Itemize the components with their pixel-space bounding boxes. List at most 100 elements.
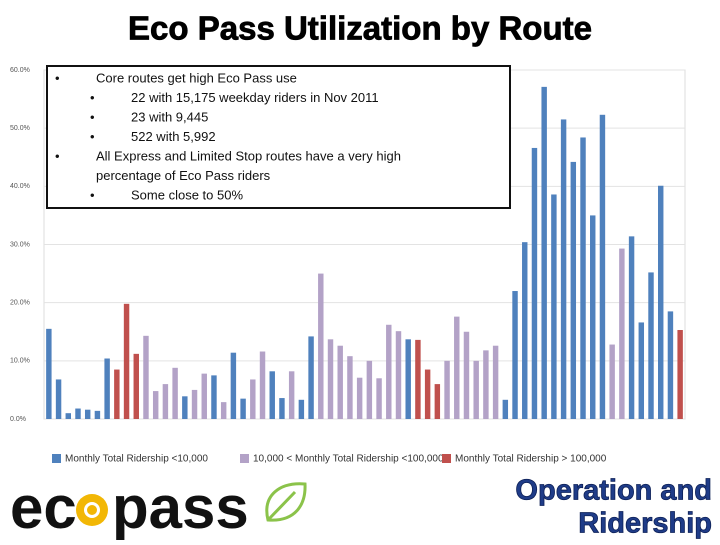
bar: [599, 114, 606, 419]
bar: [327, 339, 334, 419]
bar: [531, 147, 538, 419]
bar: [658, 185, 664, 419]
bar: [279, 398, 285, 419]
bar: [570, 161, 577, 420]
annotation-item: Some close to 50%: [131, 187, 243, 202]
bar: [628, 236, 635, 419]
legend-label: Monthly Total Ridership > 100,000: [455, 454, 607, 465]
bar: [259, 351, 266, 419]
bar: [492, 345, 499, 419]
bar: [560, 119, 567, 420]
bar: [454, 316, 460, 419]
leaf-icon: [265, 482, 307, 522]
bar: [55, 379, 62, 419]
footer-title: Ridership: [578, 508, 712, 540]
bar: [318, 273, 324, 419]
bar: [415, 339, 421, 419]
bar: [288, 371, 295, 419]
annotation-item: 23 with 9,445: [131, 109, 208, 124]
bar: [172, 367, 178, 419]
bar: [648, 272, 654, 419]
bar: [298, 399, 305, 419]
annotation-item: 522 with 5,992: [131, 129, 216, 144]
bar: [269, 371, 275, 419]
bar: [250, 379, 256, 419]
annotation-box: [46, 65, 511, 209]
bar: [46, 328, 52, 419]
bullet: •: [90, 109, 95, 124]
bar: [356, 377, 363, 419]
bar: [376, 378, 382, 419]
bar: [366, 360, 373, 419]
bar: [580, 137, 586, 419]
bar: [473, 360, 479, 419]
bar: [104, 358, 110, 419]
bar: [152, 391, 159, 419]
bar: [424, 369, 431, 419]
bar: [551, 194, 557, 419]
legend-swatch: [442, 454, 451, 463]
bar: [94, 410, 101, 419]
bar: [677, 330, 683, 419]
bar: [201, 373, 207, 419]
bar: [182, 396, 188, 419]
legend-label: Monthly Total Ridership <10,000: [65, 454, 208, 465]
bar: [434, 384, 441, 419]
bar: [395, 331, 402, 419]
y-tick-label: 40.0%: [10, 183, 30, 190]
legend-swatch: [240, 454, 249, 463]
bar: [191, 389, 198, 419]
bar: [667, 311, 674, 419]
bar: [590, 215, 596, 419]
bar: [240, 398, 246, 419]
bar: [308, 336, 314, 419]
bar: [444, 360, 450, 419]
y-tick-label: 50.0%: [10, 125, 30, 132]
bar: [522, 242, 528, 419]
bar: [220, 402, 227, 419]
slide-title: Eco Pass Utilization by Route: [128, 10, 592, 47]
sun-icon: [76, 494, 108, 526]
bar: [512, 291, 518, 419]
bar: [133, 353, 139, 419]
bar: [541, 86, 547, 419]
footer-title: Operation and: [515, 475, 712, 507]
y-tick-label: 20.0%: [10, 300, 30, 307]
bar: [84, 409, 91, 419]
logo-text: ec: [10, 474, 77, 540]
bar: [65, 413, 71, 419]
bar: [162, 384, 169, 419]
legend-label: 10,000 < Monthly Total Ridership <100,00…: [253, 454, 444, 465]
bar: [211, 375, 217, 419]
logo: ec pass: [10, 474, 307, 541]
bar: [483, 350, 489, 419]
bar: [386, 324, 392, 419]
bar: [114, 369, 120, 419]
bullet: •: [90, 129, 95, 144]
bar: [463, 331, 470, 419]
y-tick-label: 0.0%: [10, 416, 26, 423]
bar: [405, 339, 411, 419]
annotation-text: Core routes get high Eco Pass use: [96, 70, 297, 85]
bullet: •: [90, 187, 95, 202]
bar: [75, 408, 81, 419]
bar: [609, 344, 615, 419]
bullet: •: [55, 70, 60, 85]
bullet: •: [90, 90, 95, 105]
y-tick-label: 30.0%: [10, 241, 30, 248]
annotation-text: percentage of Eco Pass riders: [96, 168, 271, 183]
y-tick-label: 60.0%: [10, 67, 30, 74]
logo-text: pass: [112, 474, 249, 540]
annotation-text: All Express and Limited Stop routes have…: [96, 148, 401, 163]
bar: [619, 248, 625, 419]
bar: [502, 399, 509, 419]
bar: [337, 345, 343, 419]
y-tick-label: 10.0%: [10, 358, 30, 365]
bullet: •: [55, 148, 60, 163]
bar: [143, 335, 149, 419]
annotation-item: 22 with 15,175 weekday riders in Nov 201…: [131, 90, 379, 105]
bar: [123, 303, 130, 419]
bar: [347, 356, 353, 419]
bar: [230, 352, 237, 419]
